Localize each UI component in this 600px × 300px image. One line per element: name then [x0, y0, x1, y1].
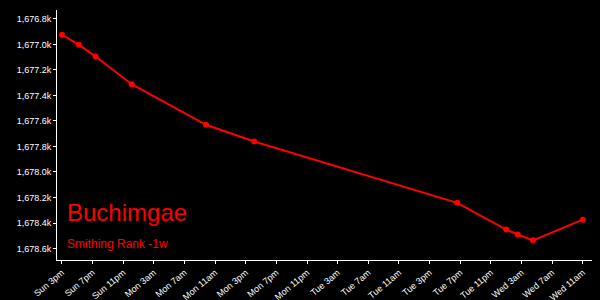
svg-text:Tue 11pm: Tue 11pm	[458, 268, 495, 300]
svg-text:Tue 11am: Tue 11am	[366, 268, 403, 300]
svg-text:Tue 7pm: Tue 7pm	[431, 268, 464, 298]
svg-text:Wed 3am: Wed 3am	[490, 268, 526, 300]
svg-text:1,677.8k: 1,677.8k	[17, 142, 52, 152]
svg-text:1,677.6k: 1,677.6k	[17, 116, 52, 126]
svg-text:Mon 7pm: Mon 7pm	[245, 268, 280, 300]
svg-text:Smithing Rank -1w: Smithing Rank -1w	[67, 237, 168, 251]
svg-text:1,677.4k: 1,677.4k	[17, 91, 52, 101]
svg-text:Wed 11am: Wed 11am	[548, 268, 587, 300]
svg-text:1,678.2k: 1,678.2k	[17, 193, 52, 203]
svg-text:Sun 11pm: Sun 11pm	[90, 268, 127, 300]
svg-text:1,678.4k: 1,678.4k	[17, 218, 52, 228]
svg-text:1,677.0k: 1,677.0k	[17, 40, 52, 50]
svg-text:Buchimgae: Buchimgae	[67, 199, 187, 226]
svg-text:Mon 11am: Mon 11am	[181, 268, 219, 300]
svg-text:Mon 3pm: Mon 3pm	[215, 268, 250, 300]
svg-text:Mon 3am: Mon 3am	[123, 268, 158, 300]
svg-text:Tue 7am: Tue 7am	[339, 268, 372, 298]
svg-text:Sun 7pm: Sun 7pm	[63, 268, 97, 299]
svg-text:Wed 7am: Wed 7am	[521, 268, 557, 300]
svg-text:Mon 11pm: Mon 11pm	[273, 268, 311, 300]
svg-text:Mon 7am: Mon 7am	[154, 268, 189, 300]
svg-text:Tue 3pm: Tue 3pm	[400, 268, 433, 298]
svg-text:Tue 3am: Tue 3am	[309, 268, 342, 298]
svg-text:1,678.0k: 1,678.0k	[17, 167, 52, 177]
svg-text:Sun 3pm: Sun 3pm	[32, 268, 66, 299]
svg-text:1,676.8k: 1,676.8k	[17, 14, 52, 24]
svg-text:1,677.2k: 1,677.2k	[17, 65, 52, 75]
svg-text:1,678.6k: 1,678.6k	[17, 244, 52, 254]
